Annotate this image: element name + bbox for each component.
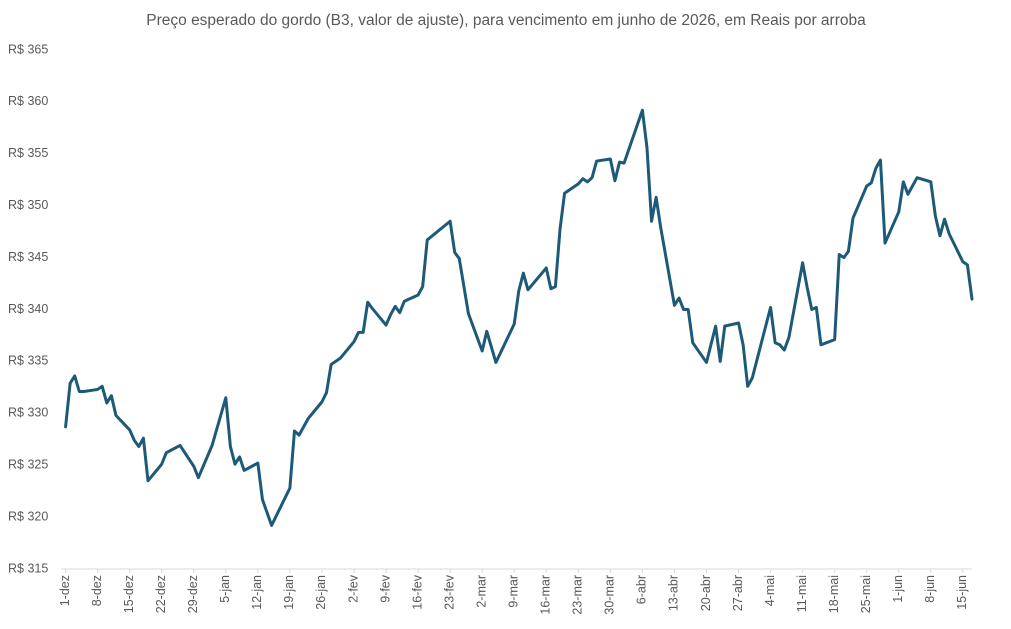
chart-title: Preço esperado do gordo (B3, valor de aj… (146, 12, 866, 29)
x-tick-label: 18-mai (827, 575, 841, 613)
x-tick-label: 6-abr (635, 575, 649, 604)
x-tick-label: 1-jun (891, 575, 905, 603)
x-tick-label: 27-abr (731, 575, 745, 611)
y-tick-label: R$ 325 (8, 457, 48, 471)
x-tick-label: 23-mar (571, 575, 585, 615)
y-tick-label: R$ 345 (8, 250, 48, 264)
x-tick-label: 22-dez (154, 575, 168, 613)
x-tick-label: 16-fev (410, 574, 424, 609)
x-tick-label: 8-dez (90, 575, 104, 606)
x-tick-label: 13-abr (667, 575, 681, 611)
y-tick-label: R$ 340 (8, 302, 48, 316)
x-tick-label: 20-abr (699, 575, 713, 611)
x-tick-label: 4-mai (763, 575, 777, 606)
y-tick-label: R$ 365 (8, 42, 48, 56)
x-tick-label: 19-jan (282, 575, 296, 610)
x-tick-label: 1-dez (58, 575, 72, 606)
y-tick-label: R$ 335 (8, 354, 48, 368)
x-tick-label: 16-mar (539, 575, 553, 615)
y-tick-label: R$ 330 (8, 406, 48, 420)
x-tick-label: 2-mar (474, 575, 488, 608)
y-tick-label: R$ 360 (8, 94, 48, 108)
y-tick-label: R$ 355 (8, 146, 48, 160)
x-tick-label: 15-dez (122, 575, 136, 613)
y-tick-label: R$ 350 (8, 198, 48, 212)
x-tick-label: 30-mar (603, 575, 617, 615)
x-tick-label: 9-fev (378, 574, 392, 603)
x-tick-label: 2-fev (346, 574, 360, 603)
x-tick-label: 23-fev (442, 574, 456, 609)
x-tick-label: 25-mai (859, 575, 873, 613)
y-tick-label: R$ 315 (8, 561, 48, 575)
price-line (64, 108, 974, 527)
x-tick-label: 29-dez (186, 575, 200, 613)
x-tick-label: 12-jan (250, 575, 264, 610)
y-tick-label: R$ 320 (8, 509, 48, 523)
x-tick-label: 8-jun (923, 575, 937, 603)
x-tick-label: 11-mai (795, 575, 809, 612)
x-tick-label: 15-jun (955, 575, 969, 610)
x-tick-label: 26-jan (314, 575, 328, 610)
x-tick-label: 9-mar (507, 575, 521, 608)
x-tick-label: 5-jan (218, 575, 232, 603)
